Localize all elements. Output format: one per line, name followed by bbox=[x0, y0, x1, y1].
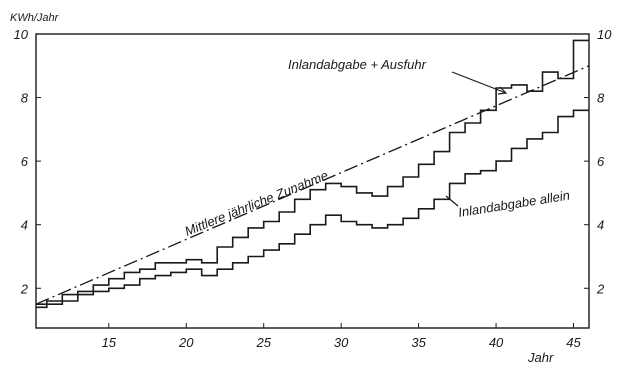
y-tick-left-label: 6 bbox=[21, 154, 29, 169]
y-tick-right-label: 8 bbox=[597, 91, 605, 106]
annotation-inland-only: Inlandabgabe allein bbox=[457, 188, 571, 220]
plot-frame bbox=[35, 33, 590, 329]
x-tick-label: 20 bbox=[178, 335, 194, 350]
x-tick-label: 35 bbox=[411, 335, 426, 350]
y-ticks-right: 2 4 6 8 10 bbox=[584, 27, 612, 296]
x-tick-label: 15 bbox=[102, 335, 117, 350]
y-axis-label: KWh/Jahr bbox=[10, 12, 60, 24]
x-tick-label: 40 bbox=[489, 335, 504, 350]
arrowhead-inland-plus-export bbox=[497, 86, 508, 95]
x-ticks: 15 20 25 30 35 40 45 bbox=[102, 323, 582, 350]
arrow-inland-only bbox=[445, 195, 459, 207]
y-ticks-left: 2 4 6 8 10 bbox=[14, 27, 41, 296]
y-tick-left-label: 2 bbox=[20, 281, 29, 296]
series-inland-plus-export bbox=[36, 39, 589, 305]
x-tick-label: 25 bbox=[255, 335, 271, 350]
series-inland-only bbox=[36, 109, 589, 309]
y-tick-left-label: 10 bbox=[14, 27, 29, 42]
x-axis-label: Jahr bbox=[527, 350, 554, 365]
y-tick-right-label: 4 bbox=[597, 218, 604, 233]
x-tick-label: 30 bbox=[334, 335, 349, 350]
arrow-inland-plus-export bbox=[451, 71, 507, 94]
y-tick-left-label: 8 bbox=[21, 91, 29, 106]
y-tick-right-label: 2 bbox=[596, 281, 605, 296]
y-tick-right-label: 10 bbox=[597, 27, 612, 42]
annotation-inland-plus-export: Inlandabgabe + Ausfuhr bbox=[288, 57, 427, 72]
y-tick-left-label: 4 bbox=[21, 218, 28, 233]
trend-line bbox=[35, 65, 590, 305]
x-tick-label: 45 bbox=[566, 335, 581, 350]
y-tick-right-label: 6 bbox=[597, 154, 605, 169]
